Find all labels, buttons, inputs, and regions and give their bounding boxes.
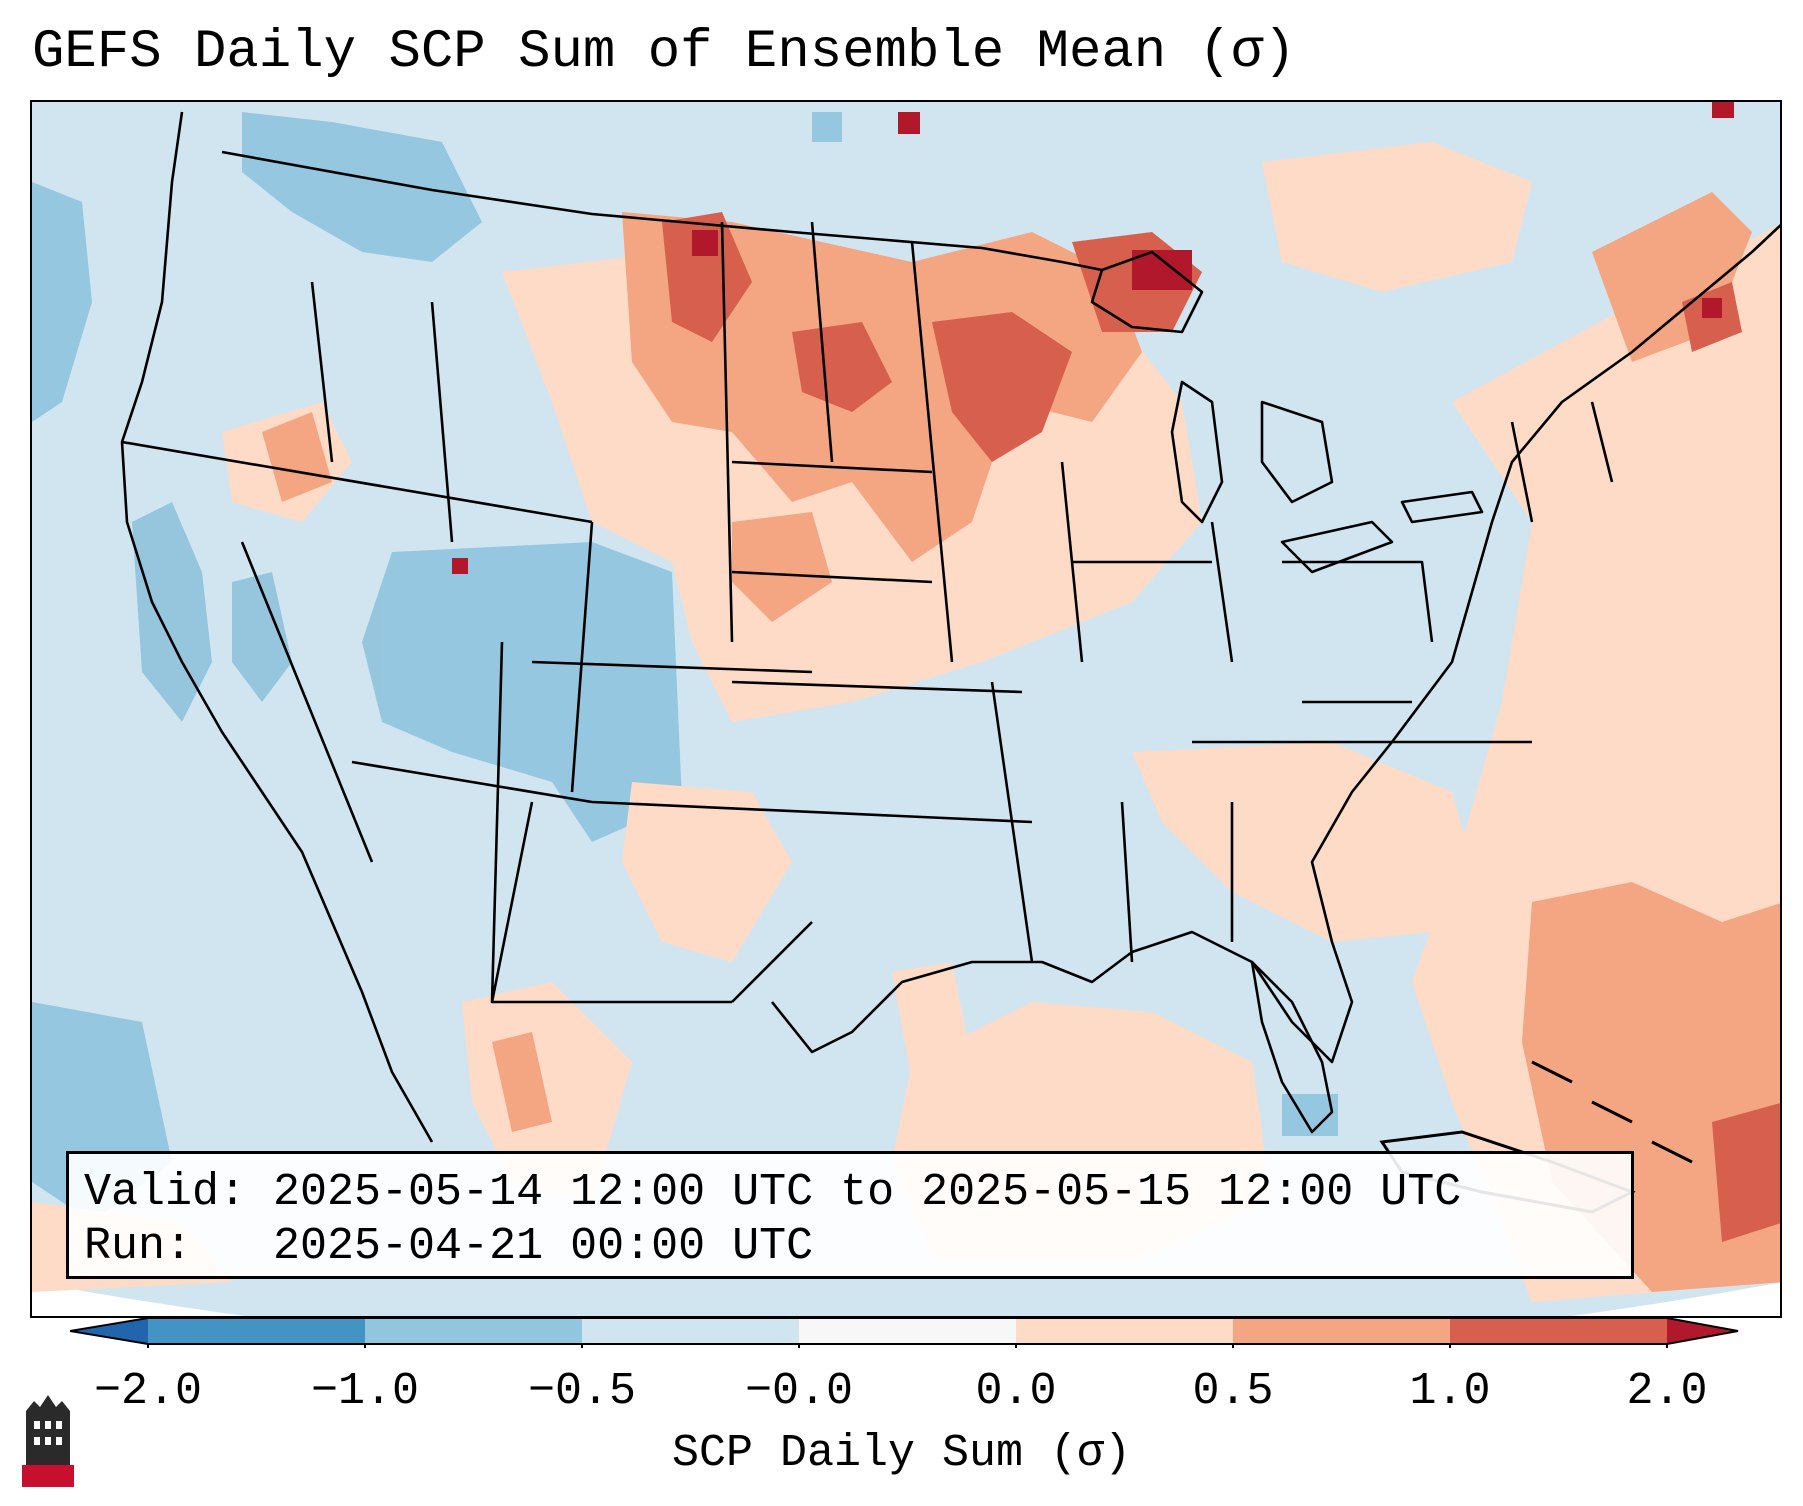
colorbar-tick-label: −0.0	[744, 1366, 854, 1417]
gulf-atlantic-coast	[770, 223, 1780, 1064]
valid-time-text: Valid: 2025-05-14 12:00 UTC to 2025-05-1…	[84, 1167, 1462, 1218]
strong-patch-minnesota	[932, 312, 1072, 462]
pacific-coast	[120, 111, 434, 1143]
light-patch-gulf-west	[892, 962, 972, 1082]
state-borders	[120, 111, 1780, 1143]
florida	[1250, 960, 1334, 1134]
extreme-cell-utah	[452, 558, 468, 574]
blue-patch-west-coast	[132, 502, 212, 722]
colorbar-tick-label: −0.5	[527, 1366, 637, 1417]
colorbar-tick-label: −2.0	[93, 1366, 203, 1417]
niu-logo	[22, 1395, 74, 1487]
blue-patch-ne-plains	[812, 112, 842, 142]
colorbar-bin	[1233, 1318, 1450, 1344]
colorbar-bin	[1016, 1318, 1233, 1344]
colorbar-extend-low	[70, 1318, 148, 1344]
colorbar-bin	[582, 1318, 799, 1344]
logo-tower	[26, 1395, 70, 1465]
blue-patch-pacific-offshore	[32, 182, 92, 422]
state-lines	[121, 221, 1614, 1004]
map-panel	[30, 100, 1782, 1318]
light-patch-southeast	[1132, 742, 1472, 942]
colorbar-label: SCP Daily Sum (σ)	[671, 1428, 1132, 1479]
colorbar-bin	[365, 1318, 582, 1344]
colorbar-tick-label: 1.0	[1409, 1366, 1491, 1417]
colorbar-bin	[799, 1318, 1016, 1344]
strong-patch-atlantic	[1712, 1103, 1780, 1242]
blue-patch-great-basin	[362, 542, 682, 842]
colorbar-bin	[148, 1318, 365, 1344]
bahamas-outline	[1531, 1060, 1693, 1164]
extreme-cell-maine	[1702, 298, 1722, 318]
extreme-cell-quebec	[1712, 102, 1734, 118]
blue-patch-sierra	[232, 572, 292, 702]
colorbar-tick-label: 0.5	[1192, 1366, 1274, 1417]
valid-run-info-box: Valid: 2025-05-14 12:00 UTC to 2025-05-1…	[66, 1151, 1634, 1279]
strong-patch-north-dakota	[662, 212, 752, 342]
med-patch-oregon	[262, 412, 332, 502]
colorbar-bin	[1450, 1318, 1667, 1344]
extreme-cell-north-dakota	[692, 230, 718, 256]
canada-border	[221, 150, 1103, 272]
strong-patch-dakotas-east	[792, 322, 892, 412]
colorbar-extend-high	[1667, 1318, 1738, 1344]
med-patch-nebraska	[732, 512, 832, 622]
lake-superior	[1090, 250, 1204, 334]
logo-banner	[22, 1465, 74, 1487]
lake-ontario	[1400, 490, 1484, 524]
colorbar-tick-label: 2.0	[1626, 1366, 1708, 1417]
light-patch-quebec	[1262, 142, 1532, 292]
anomaly-map	[32, 102, 1780, 1316]
colorbar-tick-label: 0.0	[975, 1366, 1057, 1417]
extreme-cell-saskatchewan	[898, 112, 920, 134]
light-patch-mexico	[462, 982, 632, 1202]
med-patch-atlantic-center	[1622, 1012, 1702, 1102]
run-time-text: Run: 2025-04-21 00:00 UTC	[84, 1221, 814, 1272]
light-patch-texas	[622, 782, 792, 962]
lake-huron	[1260, 400, 1334, 504]
logo-windows	[34, 1421, 62, 1445]
chart-title: GEFS Daily SCP Sum of Ensemble Mean (σ)	[32, 22, 1296, 83]
colorbar	[70, 1318, 1739, 1348]
colorbar-tick-label: −1.0	[310, 1366, 420, 1417]
lake-michigan	[1170, 380, 1224, 524]
blue-patch-pacific-nw	[242, 112, 482, 262]
med-patch-mexico	[492, 1032, 552, 1132]
